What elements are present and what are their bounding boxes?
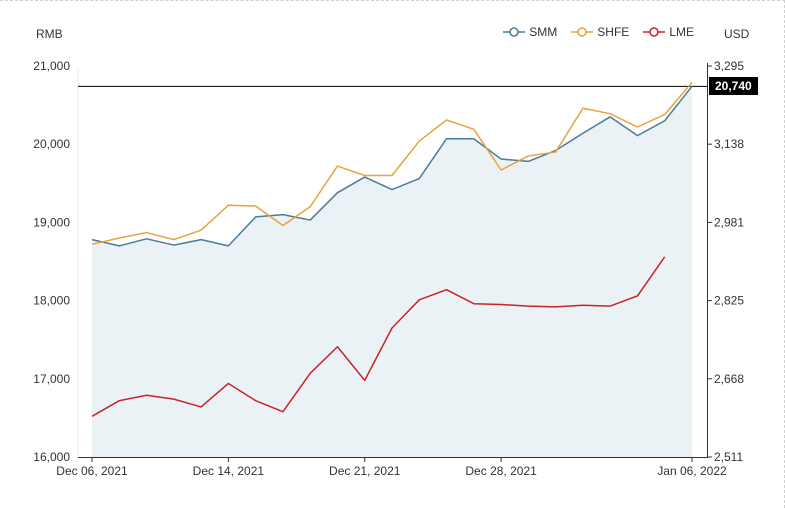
series-area-smm [92, 86, 692, 457]
x-tick-label: Jan 06, 2022 [657, 464, 727, 478]
right-tick-label: 3,295 [714, 59, 744, 73]
legend-swatch [571, 27, 594, 37]
left-tick-label: 17,000 [33, 372, 70, 386]
series-line-shfe [91, 81, 693, 246]
right-tick-label: 2,825 [714, 294, 744, 308]
left-tick-label: 21,000 [33, 59, 70, 73]
x-tick-label: Dec 14, 2021 [193, 464, 265, 478]
legend-item-smm[interactable]: SMM [503, 25, 557, 39]
current-value-tag: 20,740 [709, 77, 758, 96]
x-tick-label: Dec 21, 2021 [329, 464, 401, 478]
legend-swatch [643, 27, 666, 37]
x-tick-label: Dec 06, 2021 [56, 464, 128, 478]
right-tick-label: 2,981 [714, 215, 744, 229]
x-tick-label: Dec 28, 2021 [465, 464, 537, 478]
right-tick-label: 2,511 [714, 450, 743, 464]
right-tick-label: 3,138 [714, 137, 744, 151]
right-tick-label: 2,668 [714, 372, 744, 386]
legend-item-shfe[interactable]: SHFE [571, 25, 629, 39]
legend-label: LME [669, 25, 694, 39]
left-tick-label: 16,000 [33, 450, 70, 464]
left-tick-label: 19,000 [33, 215, 70, 229]
legend: SMM SHFE LME [503, 25, 694, 39]
legend-label: SMM [529, 25, 558, 39]
series-line-lme [91, 256, 666, 417]
legend-swatch [503, 27, 526, 37]
left-tick-label: 20,000 [33, 137, 70, 151]
right-axis-unit: USD [724, 27, 750, 41]
legend-label: SHFE [597, 25, 630, 39]
left-tick-label: 18,000 [33, 294, 70, 308]
series-line-smm [91, 85, 693, 247]
left-axis-unit: RMB [36, 27, 63, 41]
legend-item-lme[interactable]: LME [643, 25, 694, 39]
